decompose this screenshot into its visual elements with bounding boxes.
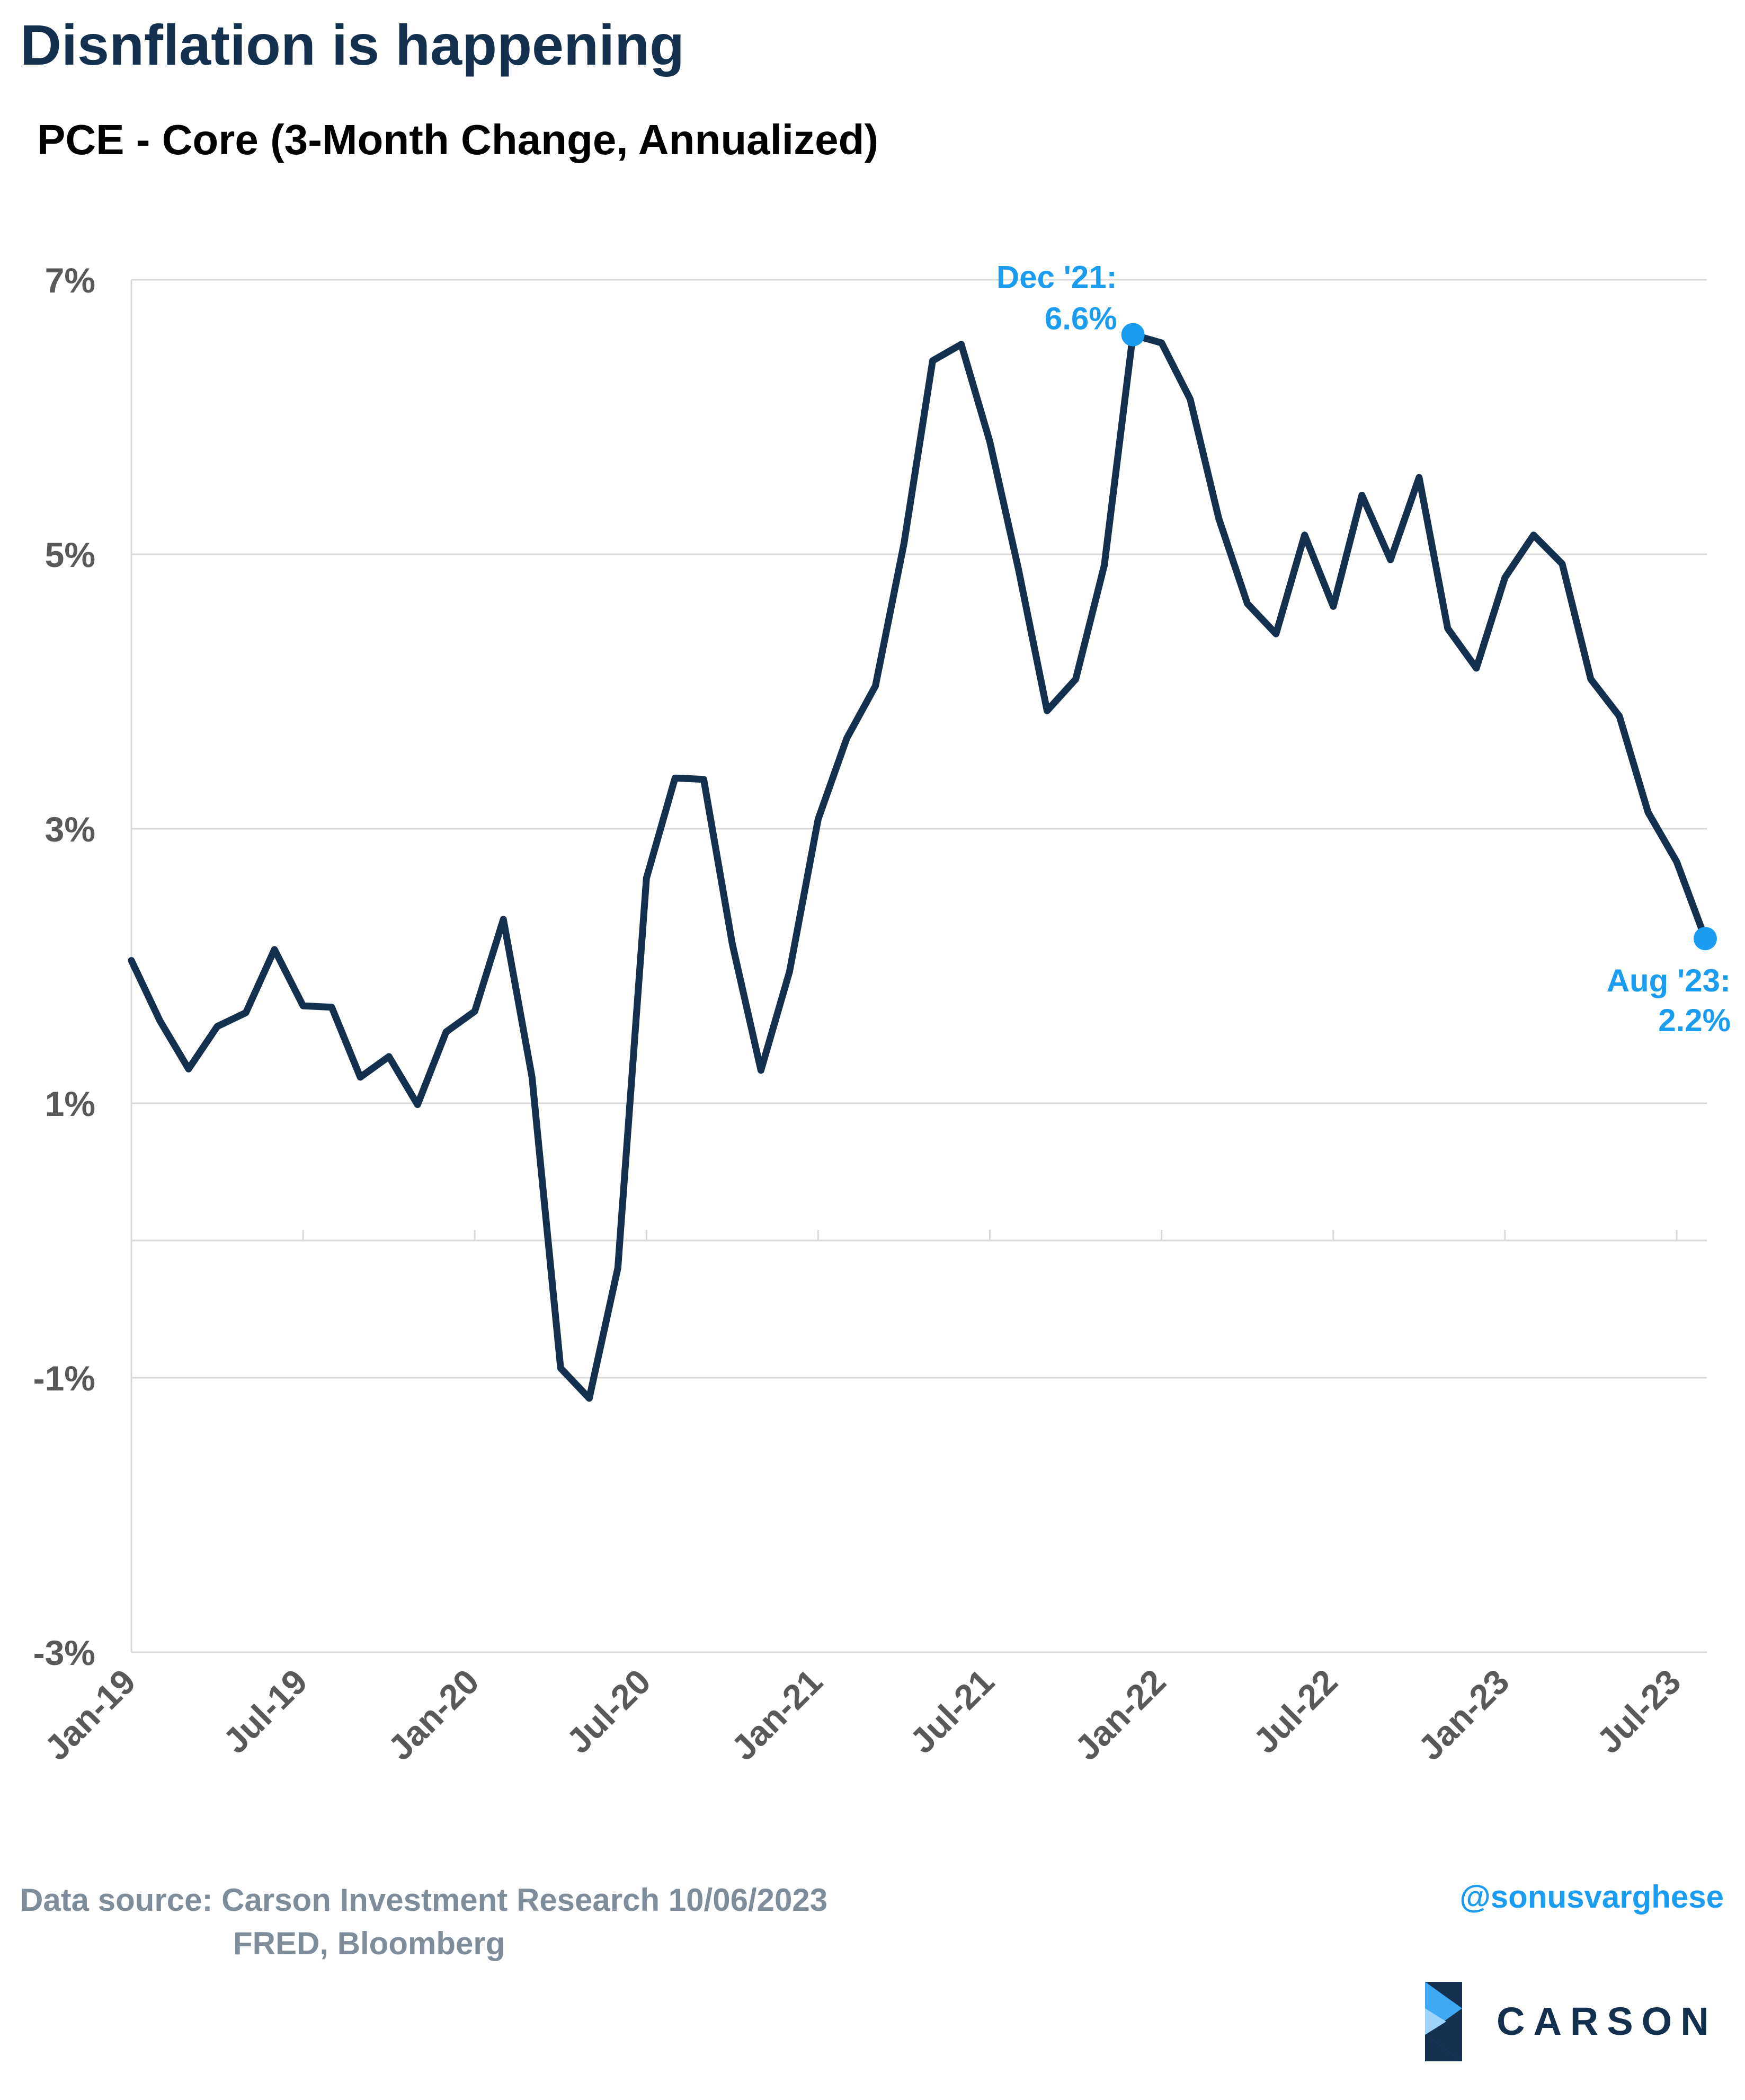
y-tick-label: -1% [33,1359,95,1398]
x-tick-label: Jul-20 [559,1662,658,1761]
x-tick-label: Jan-20 [380,1662,486,1768]
source-line-2: FRED, Bloomberg [233,1926,505,1961]
carson-logo-mark-icon [1425,1982,1462,2061]
axes [130,280,1707,1652]
x-tick-label: Jan-21 [724,1662,830,1768]
y-axis-ticks: 7% 5% 3% 1% -1% -3% [33,261,95,1672]
annotation-value: 6.6% [1045,301,1117,336]
series-layer [128,331,1709,1402]
x-tick-label: Jul-21 [902,1662,1001,1761]
y-tick-label: -3% [33,1633,95,1672]
chart-title: Disnflation is happening [20,13,685,77]
carson-logo: CARSON [1420,1977,1732,2067]
y-tick-label: 1% [45,1084,95,1123]
chart-subtitle: PCE - Core (3-Month Change, Annualized) [37,116,879,163]
x-tick-label: Jul-19 [216,1662,315,1761]
y-tick-label: 7% [45,261,95,300]
annotation-value: 2.2% [1658,1003,1731,1038]
line-chart: 7%5%3%1%-1%-3% Jan-19 Jul-19 Jan-20 Jul-20 J… [33,260,1731,1768]
y-tick-label: 5% [45,535,95,574]
carson-logo-text: CARSON [1497,1999,1717,2043]
x-tick-label: Jul-23 [1589,1662,1688,1761]
data-source: Data source: Carson Investment Research … [20,1879,827,1965]
author-handle[interactable]: @sonusvarghese [1459,1879,1724,1915]
annotation-marker [1694,927,1717,951]
x-tick-label: Jan-23 [1411,1662,1517,1768]
annotation-label: Dec '21: [996,260,1117,295]
x-axis-ticks: Jan-19 Jul-19 Jan-20 Jul-20 Jan-21 Jul-21 Jan-… [37,1662,1688,1768]
annotation-label: Aug '23: [1607,963,1731,998]
annotation-marker [1121,323,1145,347]
x-tick-label: Jul-22 [1245,1662,1345,1761]
gridlines [131,279,1707,1653]
x-tick-label: Jan-19 [37,1662,143,1768]
x-tick-label: Jan-22 [1067,1662,1173,1768]
y-tick-label: 3% [45,810,95,849]
source-line-1: Data source: Carson Investment Research … [20,1882,828,1918]
series-line [128,331,1709,1402]
annotations: Dec '21: 6.6% Aug '23: 2.2% [996,260,1731,1039]
